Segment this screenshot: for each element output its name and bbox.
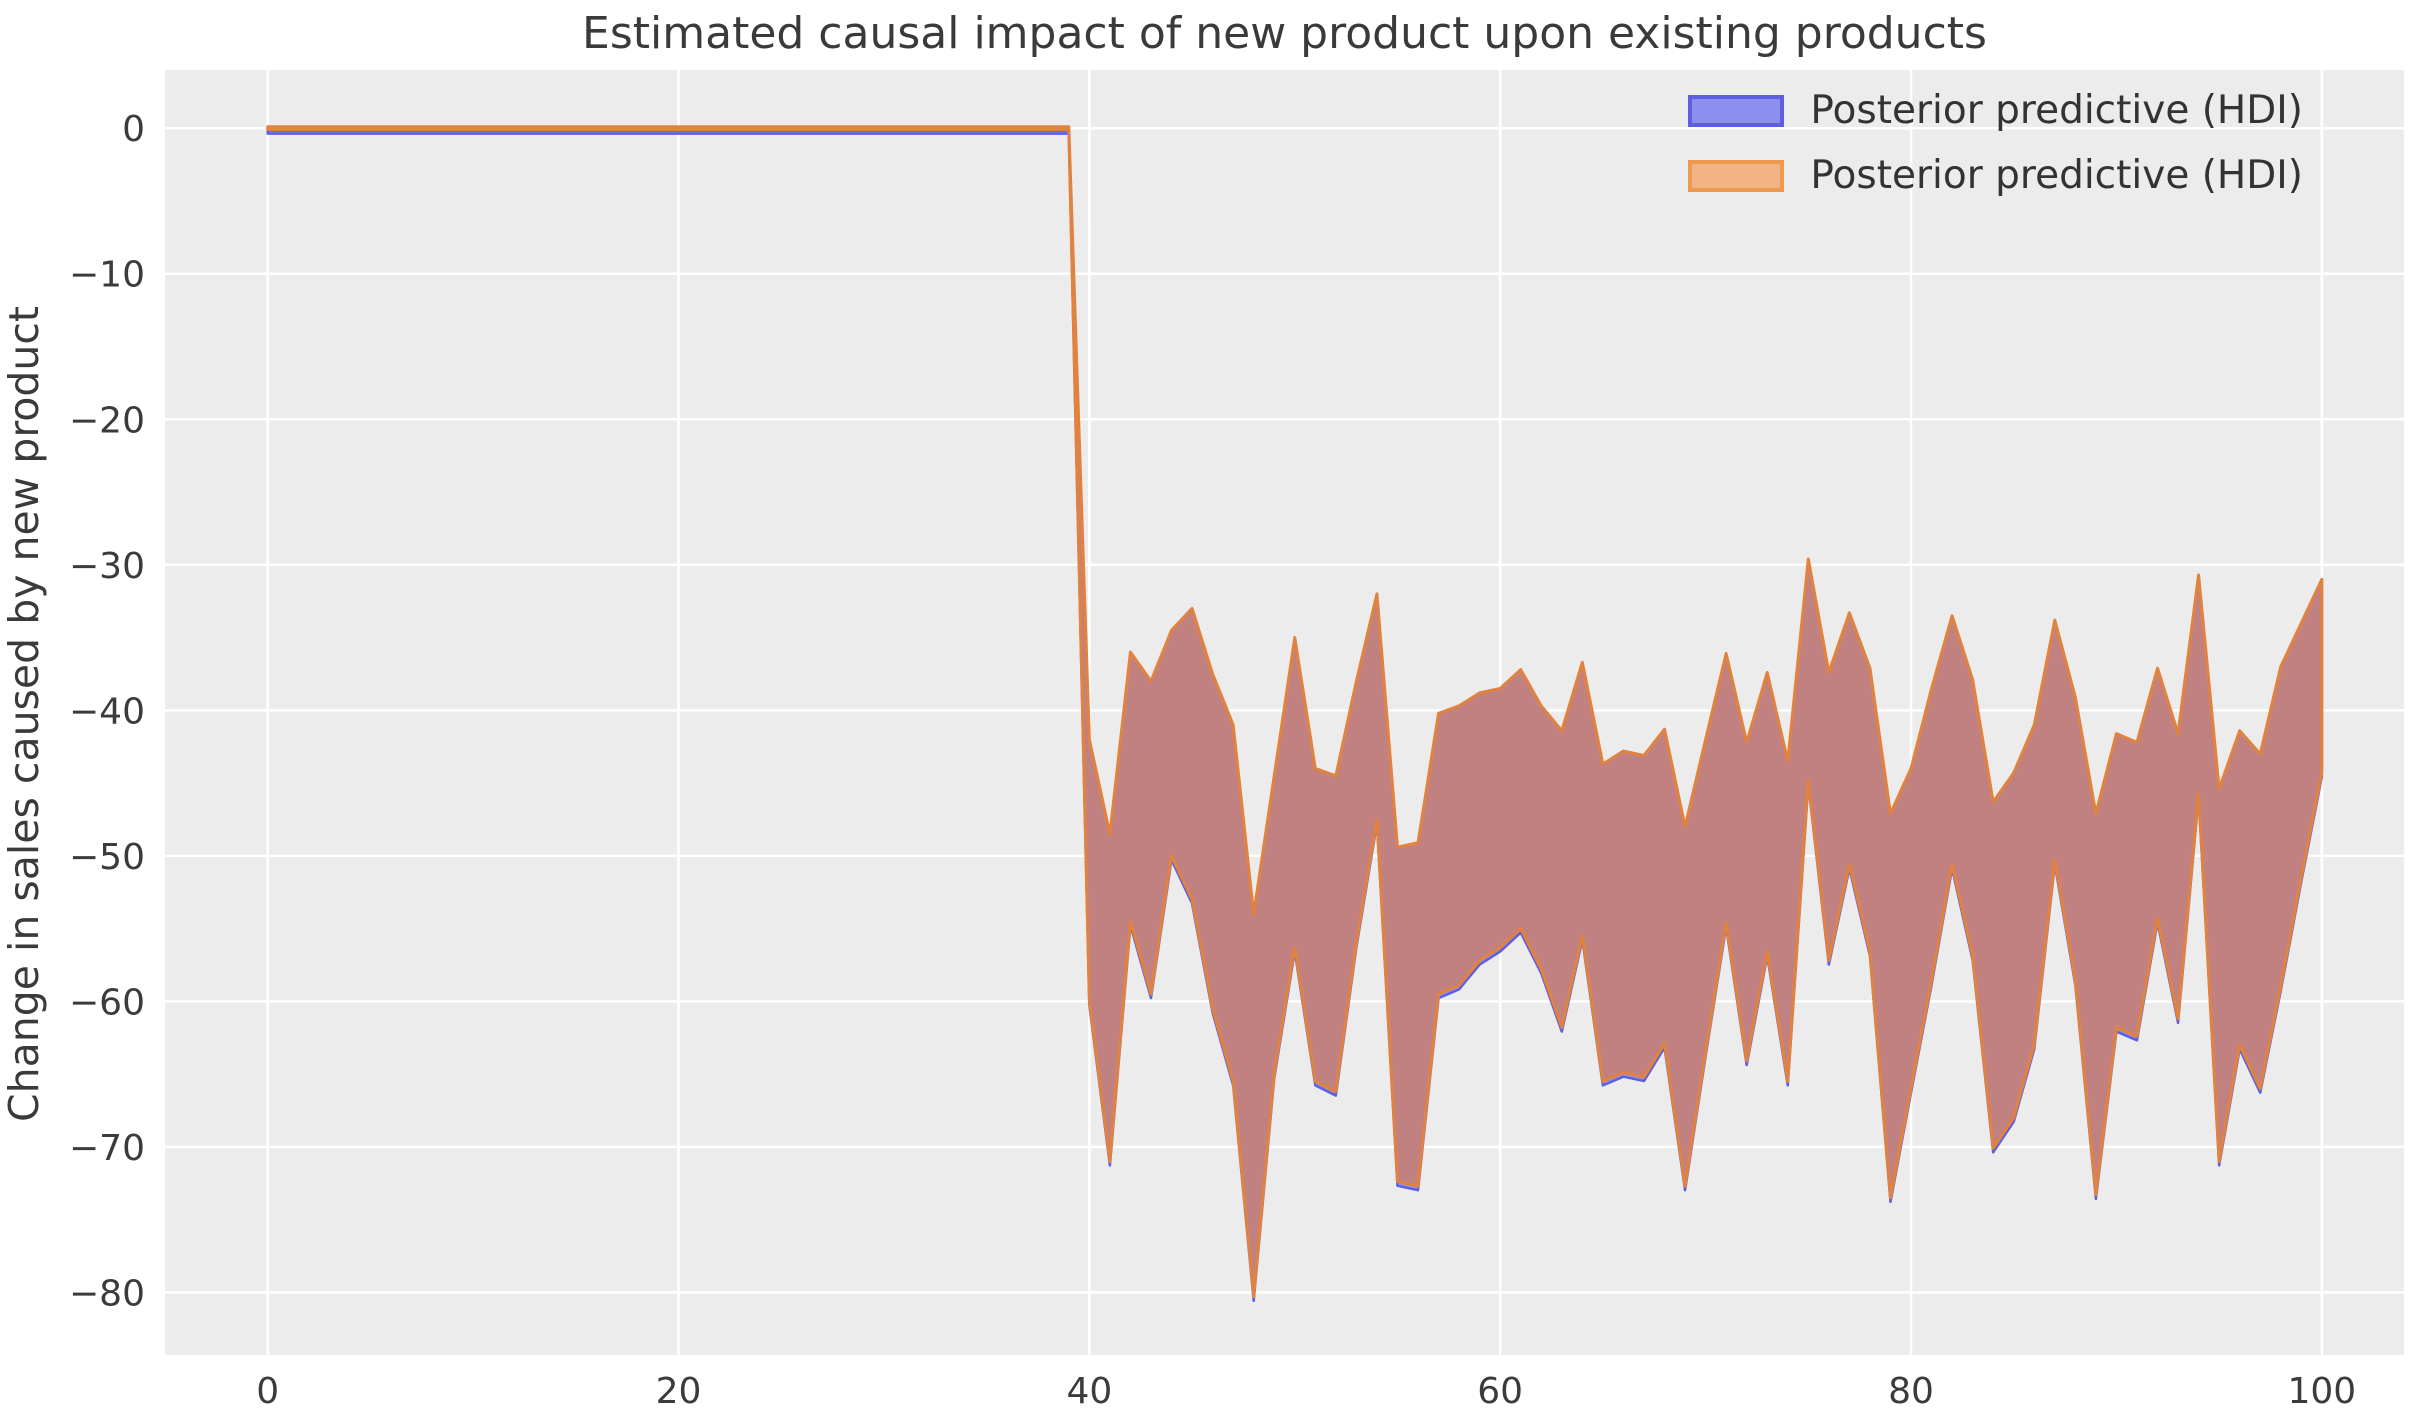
legend-entry-blue: Posterior predictive (HDI) — [1688, 88, 2303, 133]
y-tick-label: −20 — [69, 400, 145, 441]
x-tick-label: 60 — [1477, 1371, 1523, 1412]
legend-label: Posterior predictive (HDI) — [1810, 153, 2303, 198]
x-tick-label: 20 — [656, 1371, 702, 1412]
y-tick-label: 0 — [122, 109, 145, 150]
legend-swatch-blue-band-icon — [1688, 94, 1785, 127]
legend: Posterior predictive (HDI) Posterior pre… — [1688, 88, 2303, 198]
y-tick-label: −70 — [69, 1128, 145, 1169]
legend-entry-orange: Posterior predictive (HDI) — [1688, 153, 2303, 198]
y-tick-label: −80 — [69, 1273, 145, 1314]
x-tick-label: 100 — [2287, 1371, 2356, 1412]
y-tick-label: −30 — [69, 546, 145, 587]
x-tick-label: 40 — [1066, 1371, 1112, 1412]
posterior-hdi-band-orange — [266, 125, 2324, 1299]
legend-label: Posterior predictive (HDI) — [1810, 88, 2303, 133]
legend-swatch-orange-band-icon — [1688, 159, 1785, 192]
y-tick-label: −50 — [69, 837, 145, 878]
x-tick-labels: 0 20 40 60 80 100 — [256, 1371, 2356, 1412]
x-tick-label: 0 — [256, 1371, 279, 1412]
y-tick-labels: 0 −10 −20 −30 −40 −50 −60 −70 −80 — [69, 109, 145, 1314]
y-tick-label: −10 — [69, 255, 145, 296]
y-tick-label: −40 — [69, 691, 145, 732]
y-axis-label: Change in sales caused by new product — [0, 306, 48, 1122]
chart-title: Estimated causal impact of new product u… — [582, 8, 1987, 59]
y-tick-label: −60 — [69, 982, 145, 1023]
x-tick-label: 80 — [1888, 1371, 1934, 1412]
